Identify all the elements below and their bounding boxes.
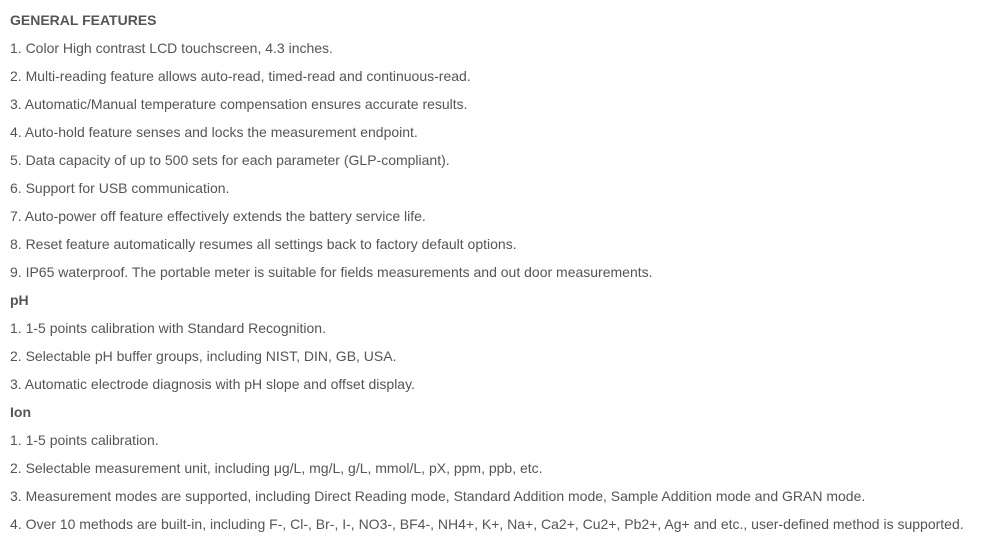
list-item: 4. Auto-hold feature senses and locks th… xyxy=(10,118,988,146)
list-item: 5. Data capacity of up to 500 sets for e… xyxy=(10,146,988,174)
list-item: 2. Selectable measurement unit, includin… xyxy=(10,454,988,482)
list-item: 3. Measurement modes are supported, incl… xyxy=(10,482,988,510)
list-item: 1. 1-5 points calibration. xyxy=(10,426,988,454)
list-item: 6. Support for USB communication. xyxy=(10,174,988,202)
list-item: 9. IP65 waterproof. The portable meter i… xyxy=(10,258,988,286)
section-heading-general-features: GENERAL FEATURES xyxy=(10,6,988,34)
list-item: 7. Auto-power off feature effectively ex… xyxy=(10,202,988,230)
list-item: 3. Automatic/Manual temperature compensa… xyxy=(10,90,988,118)
list-item: 3. Automatic electrode diagnosis with pH… xyxy=(10,370,988,398)
list-item: 2. Multi-reading feature allows auto-rea… xyxy=(10,62,988,90)
ion-list: 1. 1-5 points calibration. 2. Selectable… xyxy=(10,426,988,538)
section-heading-ion: Ion xyxy=(10,398,988,426)
section-heading-ph: pH xyxy=(10,286,988,314)
list-item: 2. Selectable pH buffer groups, includin… xyxy=(10,342,988,370)
ph-list: 1. 1-5 points calibration with Standard … xyxy=(10,314,988,398)
general-features-list: 1. Color High contrast LCD touchscreen, … xyxy=(10,34,988,286)
list-item: 1. Color High contrast LCD touchscreen, … xyxy=(10,34,988,62)
list-item: 8. Reset feature automatically resumes a… xyxy=(10,230,988,258)
list-item: 4. Over 10 methods are built-in, includi… xyxy=(10,510,988,538)
feature-document: GENERAL FEATURES 1. Color High contrast … xyxy=(0,0,998,548)
list-item: 1. 1-5 points calibration with Standard … xyxy=(10,314,988,342)
